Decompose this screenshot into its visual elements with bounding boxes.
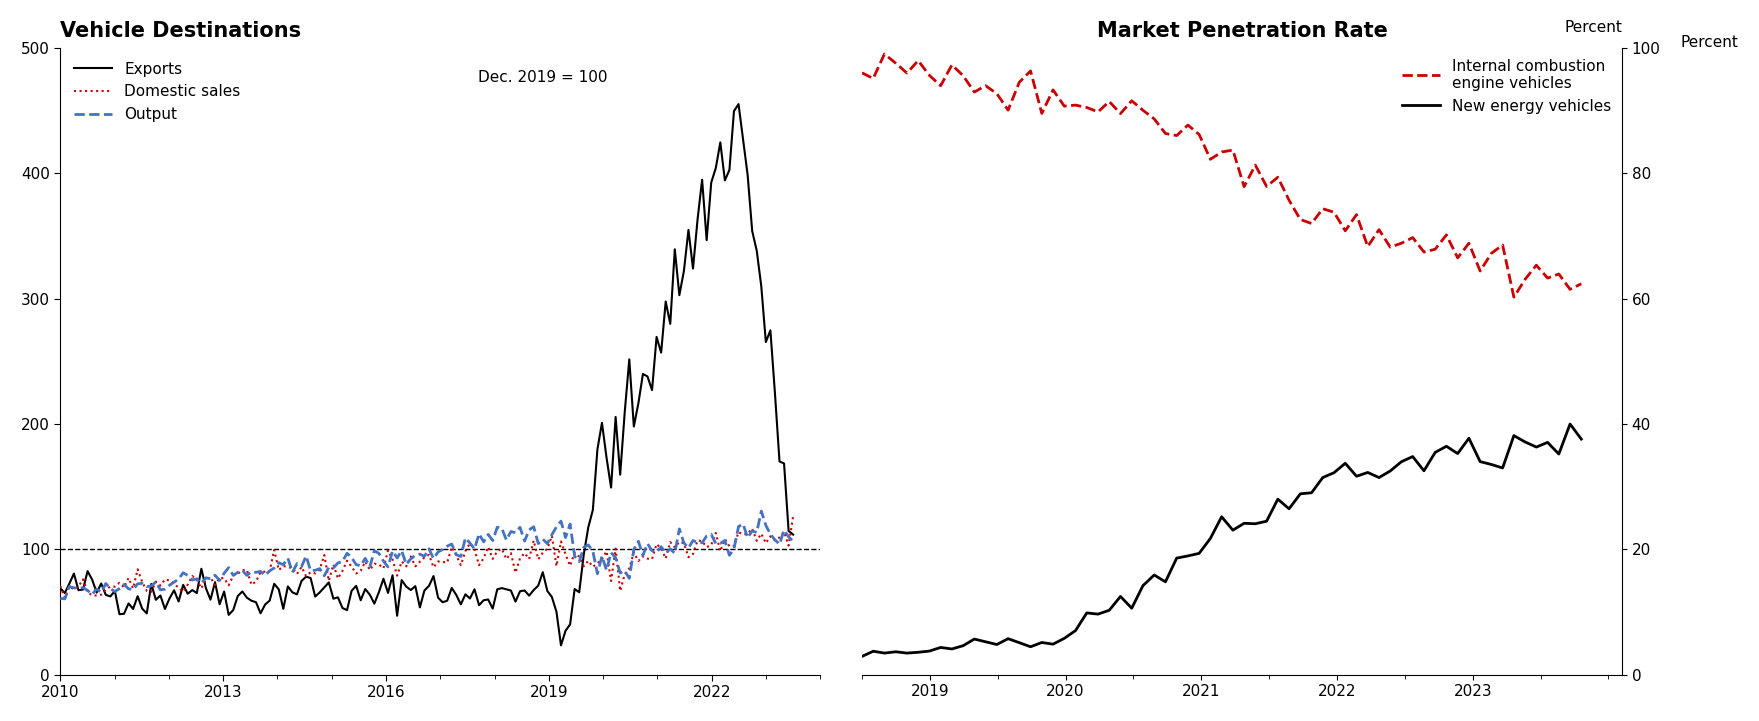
Text: Dec. 2019 = 100: Dec. 2019 = 100 bbox=[478, 70, 607, 85]
Text: Vehicle Destinations: Vehicle Destinations bbox=[60, 21, 301, 41]
Title: Market Penetration Rate: Market Penetration Rate bbox=[1096, 21, 1388, 41]
Legend: Internal combustion
engine vehicles, New energy vehicles: Internal combustion engine vehicles, New… bbox=[1395, 53, 1618, 120]
Y-axis label: Percent: Percent bbox=[1680, 35, 1738, 50]
Text: Percent: Percent bbox=[1564, 20, 1622, 35]
Legend: Exports, Domestic sales, Output: Exports, Domestic sales, Output bbox=[69, 56, 246, 128]
